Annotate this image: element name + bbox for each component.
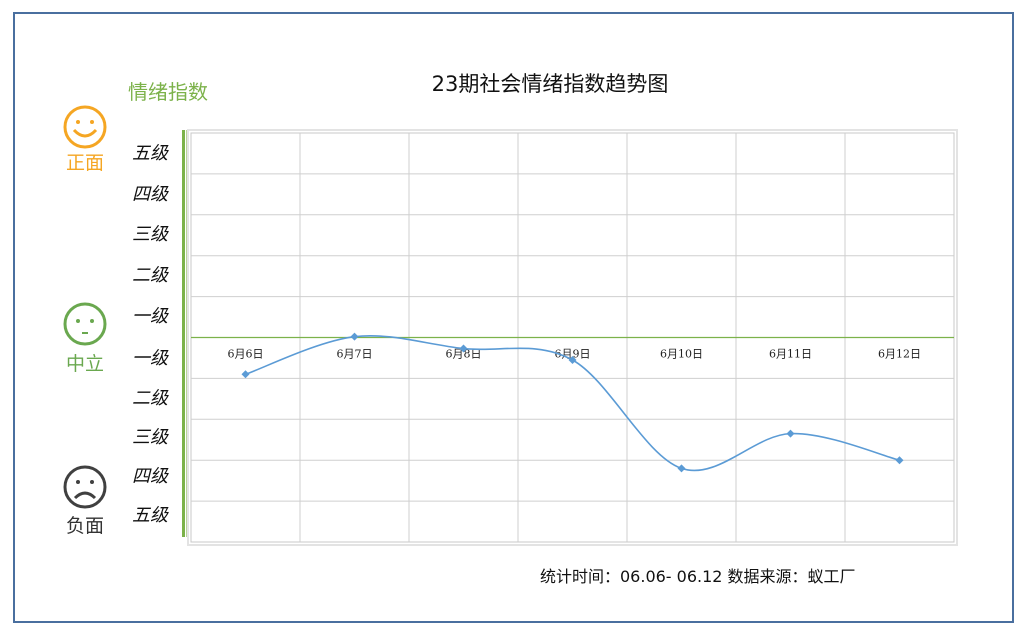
y-tick-neg-2: 二级 [132,388,168,409]
x-tick-label: 6月8日 [446,348,482,361]
y-tick-neg-1: 一级 [132,348,168,369]
y-tick-pos-1: 一级 [132,306,168,327]
y-tick-pos-2: 二级 [132,265,168,286]
data-point [895,456,904,465]
y-tick-pos-3: 三级 [132,224,168,245]
y-axis-bar [182,130,185,537]
x-tick-label: 6月9日 [555,348,591,361]
positive-label: 正面 [65,152,104,174]
x-tick-label: 6月10日 [660,348,703,361]
data-point [568,355,577,364]
y-tick-neg-3: 三级 [132,427,168,448]
footer-note: 统计时间：06.06- 06.12 数据来源：蚁工厂 [540,567,856,586]
neutral-label: 中立 [65,353,104,375]
chart-title: 23期社会情绪指数趋势图 [431,72,669,96]
smile-face-icon [63,105,107,149]
x-tick-label: 6月6日 [228,348,264,361]
y-axis-title: 情绪指数 [128,80,208,104]
x-tick-label: 6月11日 [769,348,812,361]
y-tick-pos-5: 五级 [132,143,168,164]
data-point [459,344,468,353]
x-tick-label: 6月7日 [337,348,373,361]
data-point [786,429,795,438]
data-point [350,332,359,341]
y-tick-neg-4: 四级 [132,466,168,487]
y-axis-bar-inner [186,130,187,537]
data-point [241,370,250,379]
plot-shadow [187,129,958,546]
chart-frame [13,12,1014,623]
negative-label: 负面 [65,515,104,537]
data-point [677,464,686,473]
y-tick-neg-5: 五级 [132,505,168,526]
x-tick-label: 6月12日 [878,348,921,361]
y-tick-pos-4: 四级 [132,184,168,205]
sad-face-icon [63,465,107,509]
neutral-face-icon [63,302,107,346]
